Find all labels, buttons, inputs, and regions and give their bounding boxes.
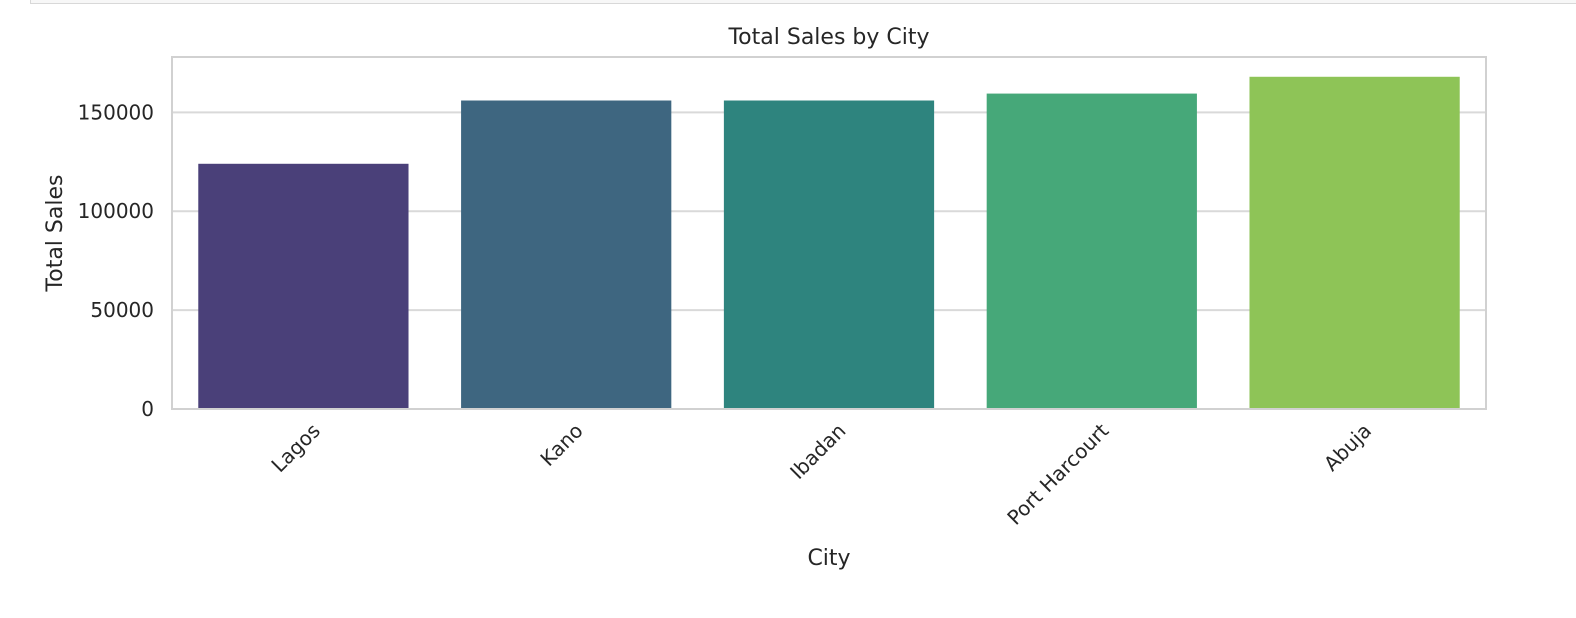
y-axis-label: Total Sales bbox=[43, 175, 68, 293]
y-tick-label: 0 bbox=[141, 397, 154, 421]
x-tick-label: Port Harcourt bbox=[1002, 418, 1113, 529]
bar-lagos bbox=[198, 163, 409, 409]
chart-title: Total Sales by City bbox=[727, 25, 929, 50]
y-tick-label: 100000 bbox=[78, 199, 154, 223]
plot-frame bbox=[171, 56, 1487, 410]
x-tick-label: Lagos bbox=[266, 419, 325, 478]
notebook-cell-border bbox=[30, 0, 1576, 4]
x-tick-label: Kano bbox=[535, 419, 587, 471]
y-tick-labels: 0 50000 100000 150000 bbox=[78, 100, 154, 421]
bar-ibadan bbox=[723, 100, 935, 409]
x-tick-label: Abuja bbox=[1319, 419, 1376, 476]
bars bbox=[198, 76, 1460, 410]
y-tick-label: 50000 bbox=[90, 298, 154, 322]
bar-port-harcourt bbox=[986, 93, 1197, 410]
y-tick-label: 150000 bbox=[78, 100, 154, 124]
bar-abuja bbox=[1249, 76, 1460, 410]
x-tick-labels: Lagos Kano Ibadan Port Harcourt Abuja bbox=[266, 418, 1376, 529]
x-axis-label: City bbox=[807, 546, 850, 571]
x-tick-label: Ibadan bbox=[785, 419, 850, 484]
bar-kano bbox=[461, 100, 672, 409]
